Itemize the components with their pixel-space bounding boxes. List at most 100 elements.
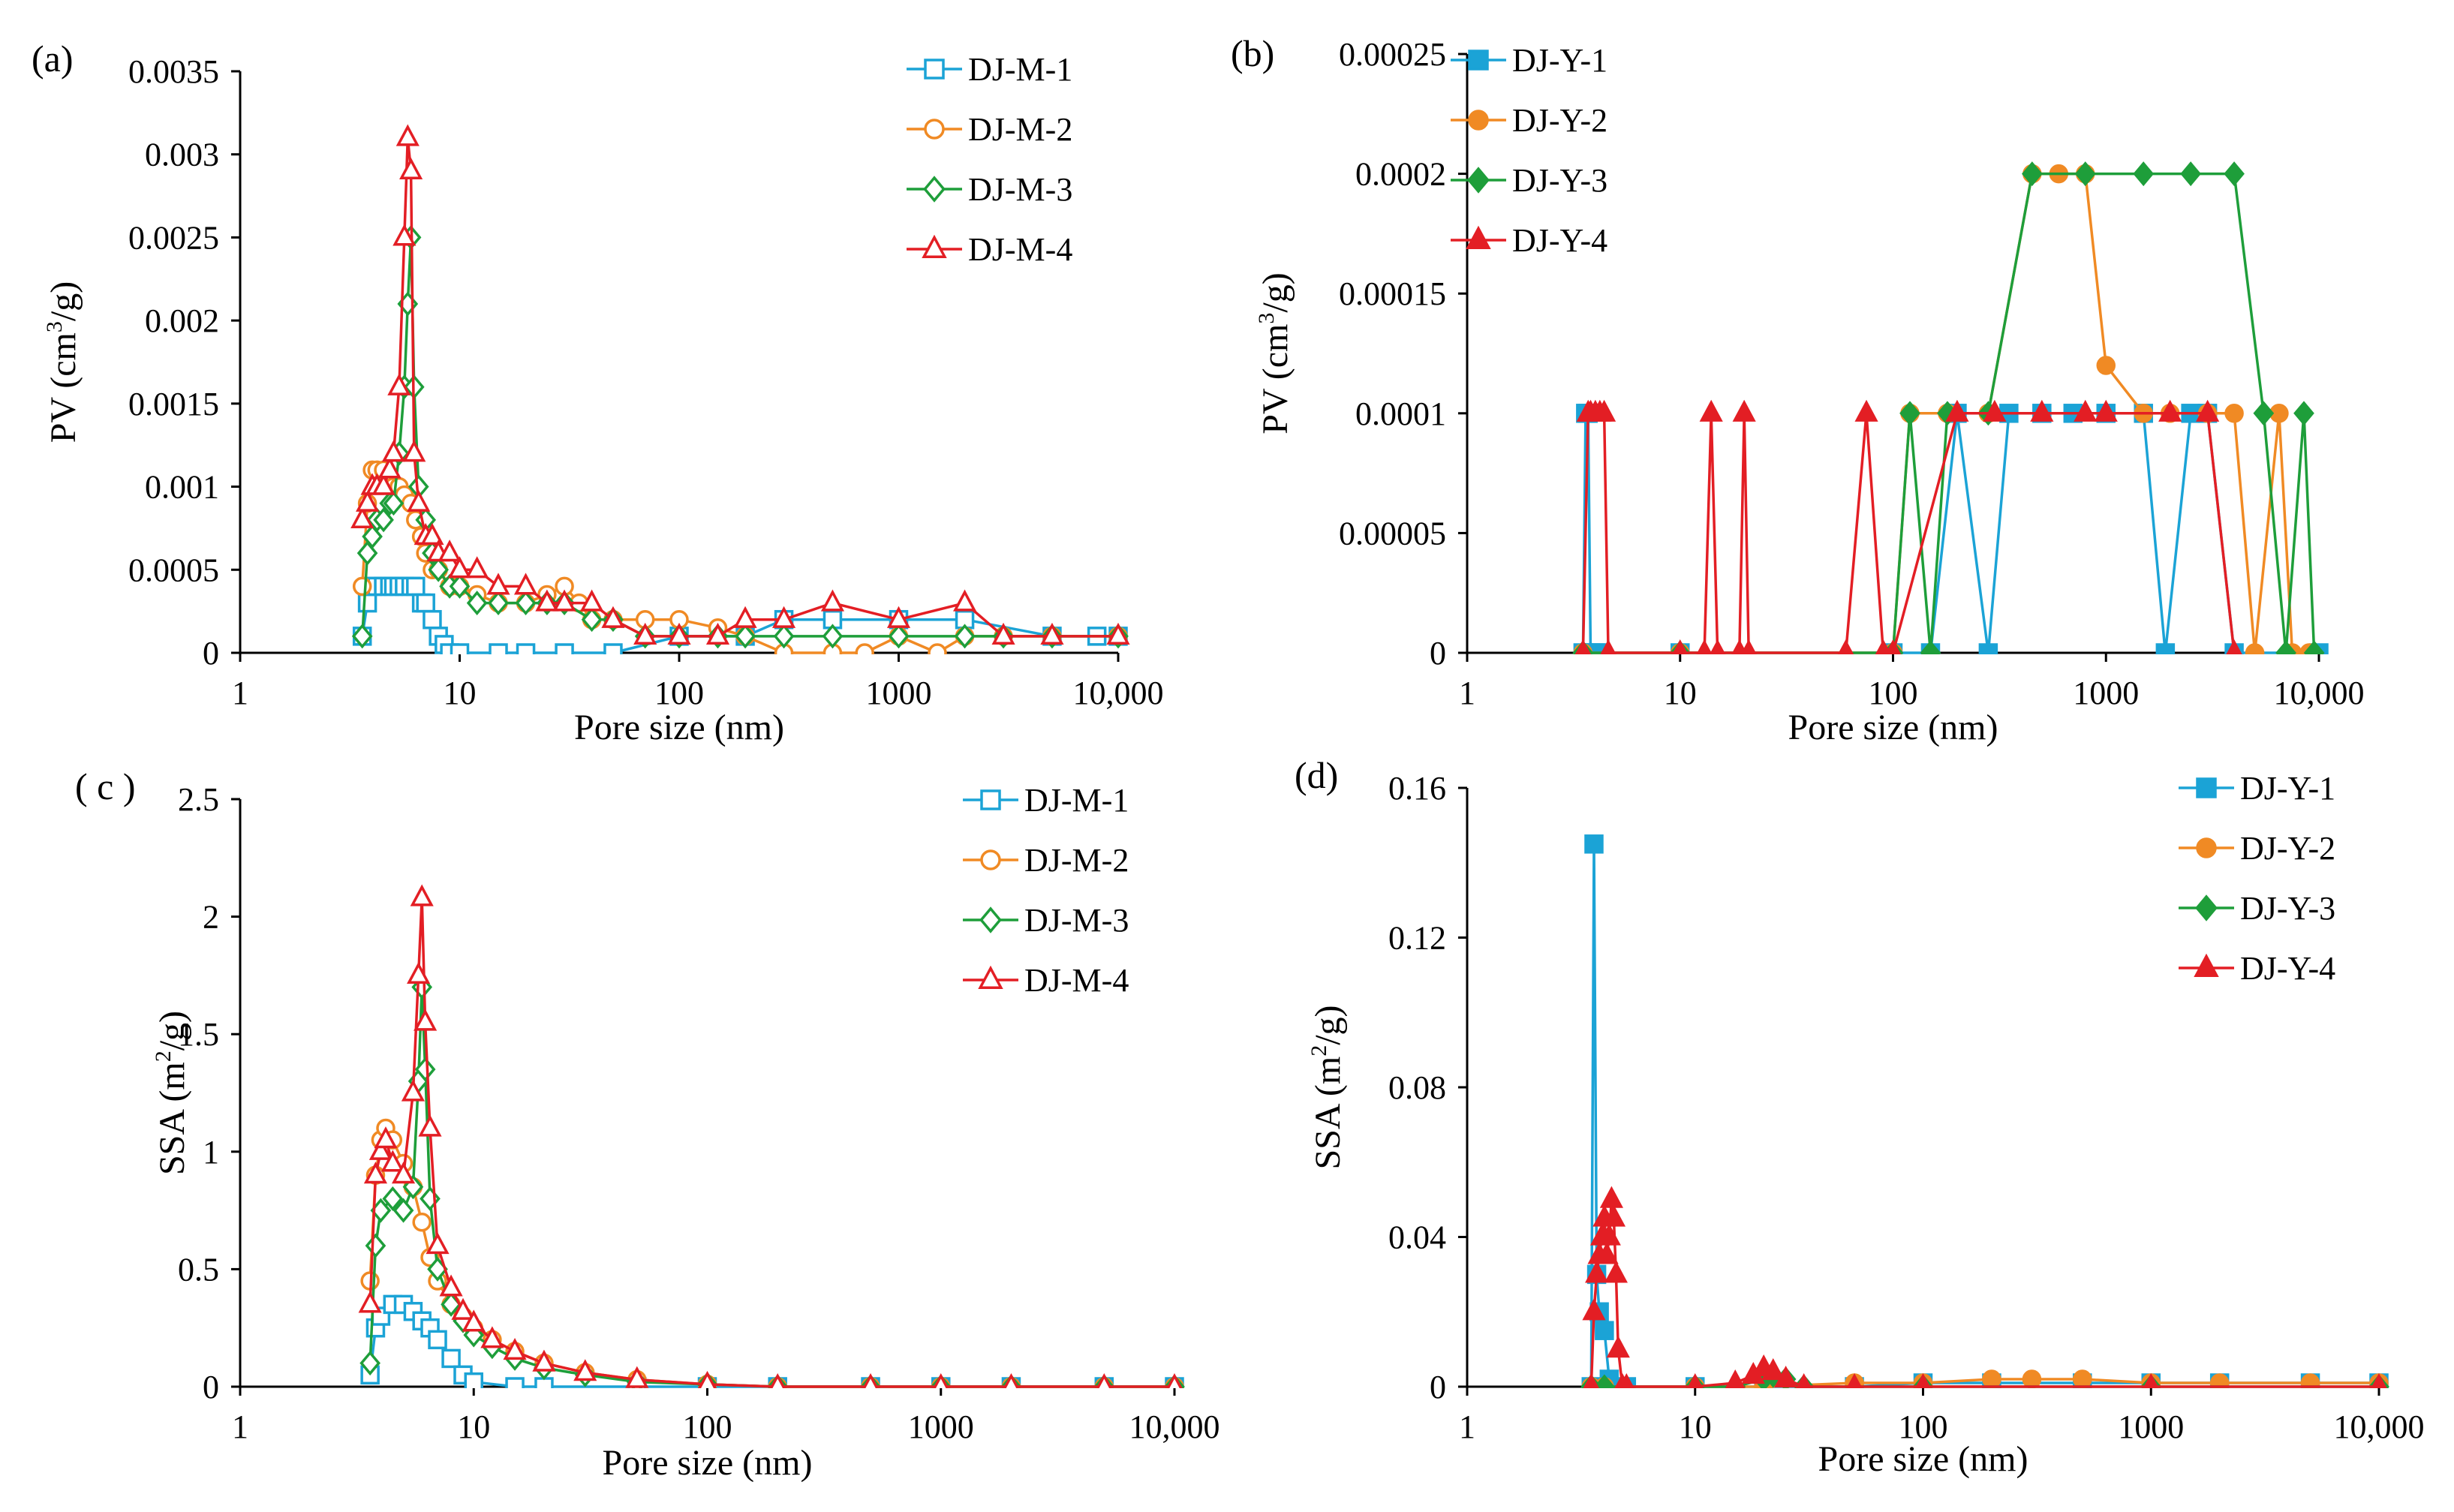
data-point [395,124,420,146]
x-tick-label: 1 [232,675,248,711]
data-point [705,622,730,645]
legend-item-dj-y-1: DJ-Y-1 [2179,770,2335,807]
data-point [365,1233,386,1258]
y-tick-label: 0 [1430,1369,1446,1405]
y-axis-title-superscript: 3 [42,321,67,332]
data-point [377,456,401,479]
y-axis-title-superscript: 3 [1254,313,1279,324]
data-point [1884,639,1902,654]
panel-d: (d) 1 10 100 1000 10,000 0 0.04 0.08 0.12 0.16 Pore… [1295,754,2425,1479]
x-tick-label: 10 [1679,1408,1712,1445]
data-point [1899,401,1920,426]
x-tick-label: 100 [1899,1408,1948,1445]
data-point [933,1372,949,1388]
data-point [888,624,910,649]
y-tick-label: 0.0035 [128,53,219,90]
data-point [392,224,417,246]
data-point [1696,639,1713,654]
data-point [2300,1373,2320,1388]
panel-label: (d) [1295,754,1338,796]
data-point [2030,399,2054,422]
data-point [441,1348,461,1369]
y-tick-label: 0.04 [1388,1219,1446,1256]
legend-item-dj-m-3: DJ-M-3 [907,171,1072,208]
data-point [534,1377,554,1388]
data-point [1595,1321,1614,1340]
data-point [374,1126,398,1149]
x-axis-title: Pore size (nm) [1818,1439,2028,1479]
y-tick-label: 0.00005 [1339,515,1446,552]
data-point [1920,640,1941,654]
data-point [555,643,574,654]
data-point [1795,1372,1812,1388]
x-tick-label: 10,000 [1073,675,1164,711]
data-point [1574,639,1592,654]
data-point [1774,1366,1798,1388]
data-point [2022,161,2043,187]
data-point [387,373,411,395]
data-point [2022,1369,2042,1388]
x-tick-label: 1000 [2073,675,2139,711]
data-point [401,1079,426,1102]
series-dj-m-2 [360,1118,1184,1388]
data-point [820,589,845,612]
data-point [1166,1372,1183,1388]
legend-item-dj-y-2: DJ-Y-2 [2179,830,2335,867]
legend-item-dj-m-4: DJ-M-4 [907,231,1072,268]
x-tick-label: 1000 [2118,1408,2184,1445]
series-dj-m-4 [358,884,1183,1388]
legend-item-dj-y-4: DJ-Y-4 [1451,222,1607,259]
legend-marker [924,59,945,80]
data-point [1040,622,1064,645]
legend-label: DJ-M-1 [968,51,1072,88]
panel-label: ( c ) [75,765,136,807]
data-point [1945,399,1969,422]
data-point [2253,401,2275,426]
data-point [1618,1372,1635,1388]
data-point [928,643,947,654]
data-point [603,643,623,654]
data-point [1595,1242,1619,1264]
legend-marker [2195,894,2218,921]
data-point [2155,643,2176,654]
legend-item-dj-y-4: DJ-Y-4 [2179,950,2335,987]
data-point [351,624,373,649]
legend-label: DJ-M-2 [968,111,1072,148]
data-point [855,643,874,654]
legend-label: DJ-M-2 [1024,842,1129,879]
data-point [862,1372,879,1388]
data-point [423,609,442,630]
data-point [1601,1204,1626,1227]
y-tick-label: 2.5 [178,781,219,818]
y-tick-label: 0 [203,635,219,672]
legend-item-dj-m-1: DJ-M-1 [963,782,1129,819]
y-tick-label: 0.00025 [1339,36,1446,73]
data-point [2143,1372,2159,1388]
data-point [438,540,462,562]
x-axis-title: Pore size (nm) [574,708,784,747]
legend-label: DJ-M-3 [1024,902,1129,939]
legend-item-dj-y-3: DJ-Y-3 [2179,890,2335,927]
series-dj-y-1 [1573,404,2329,654]
data-point [359,1351,380,1376]
legend-marker [1466,225,1491,249]
legend-item-dj-y-3: DJ-Y-3 [1451,162,1607,199]
y-axis-title-end: /g) [1256,272,1295,312]
data-point [581,607,603,633]
data-point [371,473,395,495]
y-tick-label: 0.12 [1388,920,1446,957]
data-point [2074,399,2098,422]
y-axis-title-main: SSA (m [152,1062,192,1175]
x-tick-label: 100 [683,1408,732,1445]
y-tick-label: 0.5 [178,1251,219,1288]
data-point [426,1232,450,1255]
data-point [769,1372,786,1388]
legend-item-dj-m-1: DJ-M-1 [907,51,1072,88]
data-point [532,1349,556,1372]
data-point [380,1150,404,1172]
legend-label: DJ-Y-2 [2240,830,2335,867]
x-axis-title: Pore size (nm) [1788,708,1998,747]
data-point [667,622,691,645]
data-point [1699,399,1723,422]
